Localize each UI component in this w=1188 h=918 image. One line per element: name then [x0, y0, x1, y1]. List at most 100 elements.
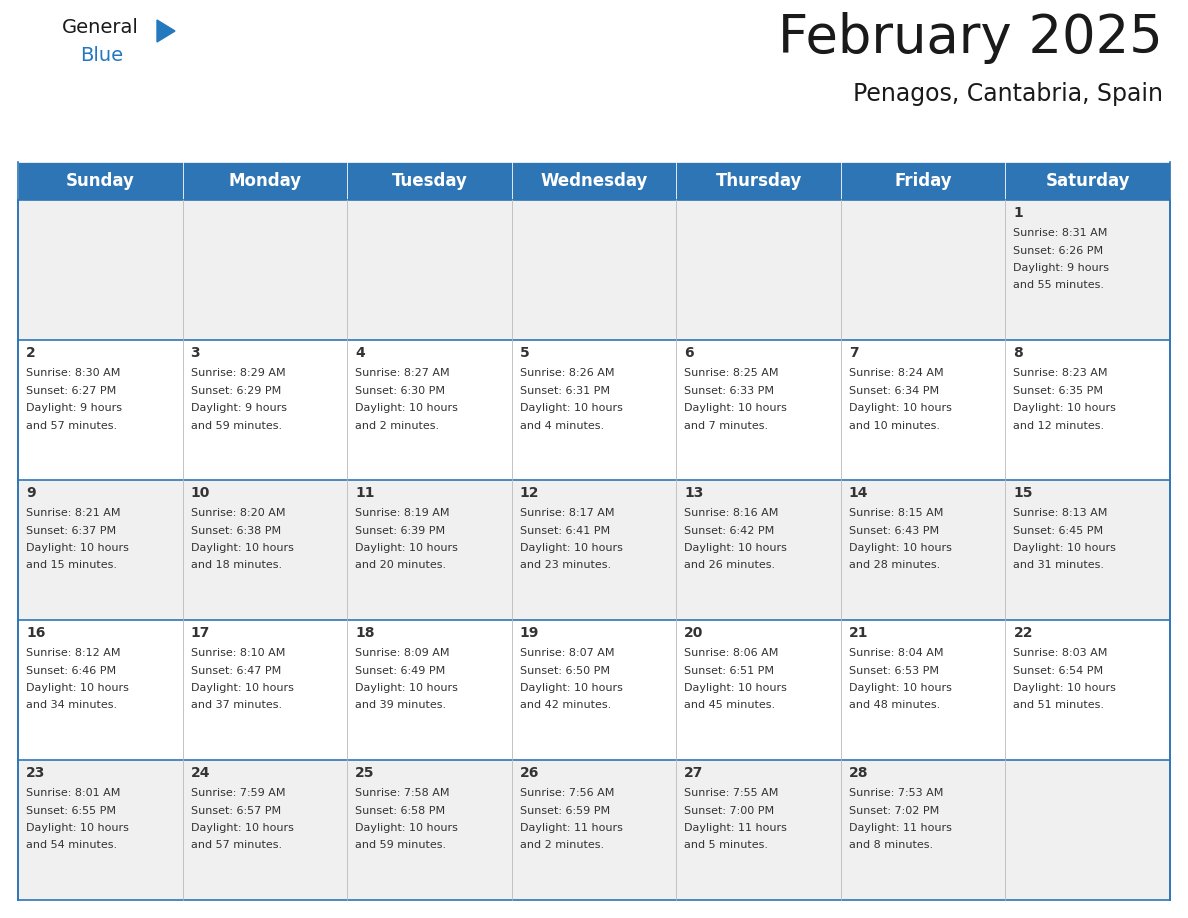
Text: 12: 12: [519, 486, 539, 500]
Text: Sunset: 6:37 PM: Sunset: 6:37 PM: [26, 525, 116, 535]
Text: Sunset: 6:53 PM: Sunset: 6:53 PM: [849, 666, 939, 676]
Text: 6: 6: [684, 346, 694, 360]
Text: and 2 minutes.: and 2 minutes.: [519, 841, 604, 850]
Text: 14: 14: [849, 486, 868, 500]
Text: 10: 10: [190, 486, 210, 500]
Text: Sunrise: 8:20 AM: Sunrise: 8:20 AM: [190, 508, 285, 518]
Text: Sunset: 6:34 PM: Sunset: 6:34 PM: [849, 386, 939, 396]
Text: Monday: Monday: [228, 172, 302, 190]
Text: and 45 minutes.: and 45 minutes.: [684, 700, 776, 711]
Bar: [183, 620, 347, 760]
Text: Daylight: 10 hours: Daylight: 10 hours: [26, 823, 128, 833]
Text: 22: 22: [1013, 626, 1032, 640]
Text: and 55 minutes.: and 55 minutes.: [1013, 281, 1105, 290]
Bar: [512, 620, 676, 760]
Text: and 59 minutes.: and 59 minutes.: [190, 420, 282, 431]
Text: Daylight: 11 hours: Daylight: 11 hours: [849, 823, 952, 833]
Text: Daylight: 10 hours: Daylight: 10 hours: [190, 683, 293, 693]
Text: General: General: [62, 18, 139, 37]
Text: and 8 minutes.: and 8 minutes.: [849, 841, 933, 850]
Text: 17: 17: [190, 626, 210, 640]
Text: Sunrise: 8:31 AM: Sunrise: 8:31 AM: [1013, 228, 1107, 238]
Text: Sunrise: 8:06 AM: Sunrise: 8:06 AM: [684, 648, 778, 658]
Text: and 4 minutes.: and 4 minutes.: [519, 420, 604, 431]
Text: Sunrise: 8:27 AM: Sunrise: 8:27 AM: [355, 368, 450, 378]
Text: Daylight: 10 hours: Daylight: 10 hours: [26, 543, 128, 553]
Text: and 28 minutes.: and 28 minutes.: [849, 561, 940, 570]
Text: and 18 minutes.: and 18 minutes.: [190, 561, 282, 570]
Bar: [512, 480, 676, 620]
Text: Sunrise: 7:59 AM: Sunrise: 7:59 AM: [190, 788, 285, 798]
Text: Sunrise: 8:25 AM: Sunrise: 8:25 AM: [684, 368, 779, 378]
Text: and 57 minutes.: and 57 minutes.: [190, 841, 282, 850]
Bar: [676, 760, 841, 900]
Text: 20: 20: [684, 626, 703, 640]
Bar: [841, 480, 1005, 620]
Text: 23: 23: [26, 766, 45, 780]
Text: Sunrise: 8:16 AM: Sunrise: 8:16 AM: [684, 508, 778, 518]
Bar: [841, 340, 1005, 480]
Text: Daylight: 10 hours: Daylight: 10 hours: [519, 683, 623, 693]
Bar: [18, 340, 183, 480]
Bar: [841, 760, 1005, 900]
Bar: [676, 200, 841, 340]
Text: and 37 minutes.: and 37 minutes.: [190, 700, 282, 711]
Bar: [1005, 480, 1170, 620]
Bar: [676, 480, 841, 620]
Bar: [1005, 760, 1170, 900]
Polygon shape: [157, 20, 175, 42]
Text: Daylight: 10 hours: Daylight: 10 hours: [684, 403, 788, 413]
Bar: [512, 760, 676, 900]
Text: Sunday: Sunday: [65, 172, 134, 190]
Bar: [347, 340, 512, 480]
Text: Sunset: 6:49 PM: Sunset: 6:49 PM: [355, 666, 446, 676]
Text: Thursday: Thursday: [715, 172, 802, 190]
Bar: [183, 480, 347, 620]
Bar: [183, 162, 347, 200]
Bar: [347, 200, 512, 340]
Text: Sunset: 6:29 PM: Sunset: 6:29 PM: [190, 386, 280, 396]
Text: Daylight: 10 hours: Daylight: 10 hours: [190, 543, 293, 553]
Text: 21: 21: [849, 626, 868, 640]
Text: 25: 25: [355, 766, 374, 780]
Bar: [676, 340, 841, 480]
Text: Daylight: 10 hours: Daylight: 10 hours: [355, 543, 459, 553]
Text: and 34 minutes.: and 34 minutes.: [26, 700, 118, 711]
Bar: [676, 620, 841, 760]
Bar: [183, 340, 347, 480]
Text: Daylight: 10 hours: Daylight: 10 hours: [849, 543, 952, 553]
Text: Sunrise: 8:12 AM: Sunrise: 8:12 AM: [26, 648, 120, 658]
Text: and 57 minutes.: and 57 minutes.: [26, 420, 118, 431]
Text: and 31 minutes.: and 31 minutes.: [1013, 561, 1105, 570]
Text: Daylight: 10 hours: Daylight: 10 hours: [355, 683, 459, 693]
Text: Sunset: 6:55 PM: Sunset: 6:55 PM: [26, 805, 116, 815]
Text: and 39 minutes.: and 39 minutes.: [355, 700, 447, 711]
Text: Saturday: Saturday: [1045, 172, 1130, 190]
Text: 9: 9: [26, 486, 36, 500]
Text: Blue: Blue: [80, 46, 124, 65]
Text: Sunset: 6:35 PM: Sunset: 6:35 PM: [1013, 386, 1104, 396]
Text: 4: 4: [355, 346, 365, 360]
Text: and 7 minutes.: and 7 minutes.: [684, 420, 769, 431]
Text: Daylight: 10 hours: Daylight: 10 hours: [26, 683, 128, 693]
Text: Sunrise: 8:15 AM: Sunrise: 8:15 AM: [849, 508, 943, 518]
Text: and 54 minutes.: and 54 minutes.: [26, 841, 118, 850]
Text: 7: 7: [849, 346, 859, 360]
Text: Sunset: 6:26 PM: Sunset: 6:26 PM: [1013, 245, 1104, 255]
Bar: [1005, 162, 1170, 200]
Text: Sunset: 6:33 PM: Sunset: 6:33 PM: [684, 386, 775, 396]
Text: Daylight: 9 hours: Daylight: 9 hours: [26, 403, 122, 413]
Text: Sunrise: 8:24 AM: Sunrise: 8:24 AM: [849, 368, 943, 378]
Text: Sunrise: 8:10 AM: Sunrise: 8:10 AM: [190, 648, 285, 658]
Bar: [347, 760, 512, 900]
Text: and 15 minutes.: and 15 minutes.: [26, 561, 116, 570]
Text: 1: 1: [1013, 206, 1023, 220]
Text: 16: 16: [26, 626, 45, 640]
Text: Sunset: 6:31 PM: Sunset: 6:31 PM: [519, 386, 609, 396]
Text: February 2025: February 2025: [778, 12, 1163, 64]
Bar: [18, 620, 183, 760]
Bar: [183, 760, 347, 900]
Bar: [18, 760, 183, 900]
Text: Sunset: 6:59 PM: Sunset: 6:59 PM: [519, 805, 609, 815]
Text: Friday: Friday: [895, 172, 952, 190]
